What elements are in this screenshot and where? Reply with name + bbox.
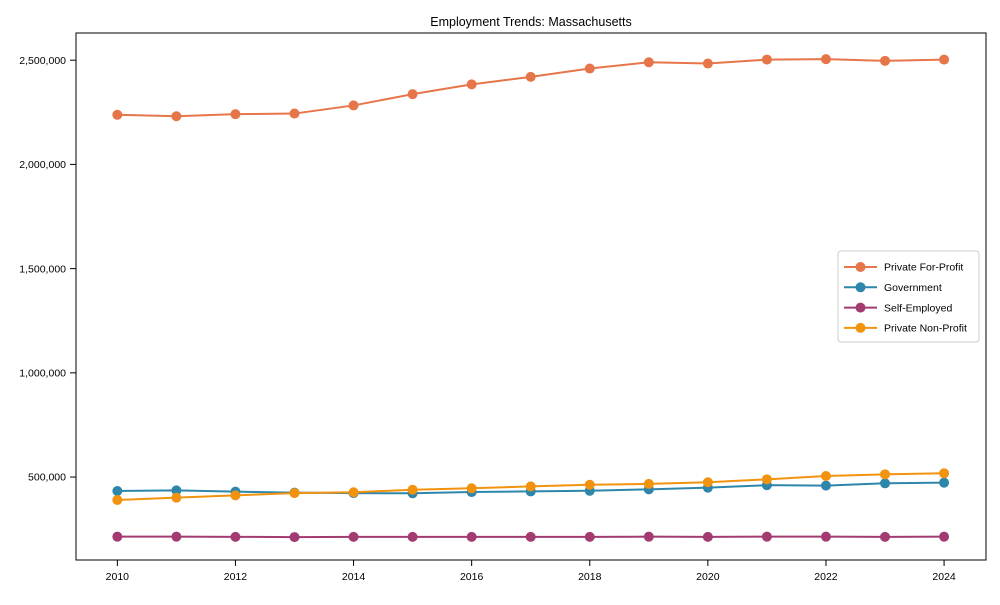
data-point-private-for-profit-2010: [112, 110, 122, 120]
chart-series-group: [112, 54, 949, 542]
series-private-for-profit: [112, 54, 949, 121]
data-point-self-employed-2024: [939, 532, 949, 542]
data-point-private-non-profit-2023: [880, 469, 890, 479]
data-point-private-for-profit-2020: [703, 59, 713, 69]
data-point-government-2010: [112, 486, 122, 496]
x-tick-label: 2018: [578, 571, 602, 583]
data-point-private-non-profit-2015: [408, 485, 418, 495]
x-axis: 2010 2012 2014 2016 2018 2020 2022 2024: [106, 560, 956, 583]
data-point-private-for-profit-2019: [644, 57, 654, 67]
x-tick-label: 2016: [460, 571, 484, 583]
data-point-private-non-profit-2024: [939, 468, 949, 478]
data-point-private-for-profit-2014: [349, 100, 359, 110]
y-axis: 500,000 1,000,000 1,500,000 2,000,000 2,500,…: [19, 55, 76, 484]
data-point-private-non-profit-2010: [112, 495, 122, 505]
y-tick-label: 2,000,000: [19, 159, 66, 171]
data-point-private-non-profit-2011: [171, 493, 181, 503]
data-point-private-for-profit-2013: [289, 109, 299, 119]
chart-title: Employment Trends: Massachusetts: [430, 15, 631, 29]
x-tick-label: 2012: [224, 571, 248, 583]
legend-marker-swatch: [856, 303, 866, 313]
x-tick-label: 2024: [932, 571, 956, 583]
data-point-self-employed-2012: [230, 532, 240, 542]
data-point-self-employed-2016: [467, 532, 477, 542]
legend: Private For-Profit Government Self-Employe…: [838, 251, 979, 342]
x-tick-label: 2020: [696, 571, 720, 583]
data-point-private-for-profit-2017: [526, 72, 536, 82]
data-point-self-employed-2013: [289, 532, 299, 542]
data-point-private-for-profit-2018: [585, 64, 595, 74]
y-tick-label: 1,500,000: [19, 263, 66, 275]
legend-marker-swatch: [856, 262, 866, 272]
data-point-self-employed-2014: [349, 532, 359, 542]
data-point-self-employed-2020: [703, 532, 713, 542]
data-point-government-2022: [821, 481, 831, 491]
y-tick-label: 1,000,000: [19, 368, 66, 380]
data-point-government-2024: [939, 478, 949, 488]
data-point-private-for-profit-2016: [467, 79, 477, 89]
legend-marker-swatch: [856, 282, 866, 292]
data-point-private-non-profit-2017: [526, 481, 536, 491]
y-tick-label: 500,000: [28, 472, 66, 484]
legend-marker-swatch: [856, 323, 866, 333]
data-point-private-non-profit-2012: [230, 490, 240, 500]
data-point-self-employed-2015: [408, 532, 418, 542]
y-tick-label: 2,500,000: [19, 55, 66, 67]
series-line-private-for-profit: [117, 59, 944, 116]
data-point-private-for-profit-2015: [408, 89, 418, 99]
data-point-private-for-profit-2011: [171, 111, 181, 121]
legend-label: Government: [884, 282, 942, 294]
data-point-private-for-profit-2024: [939, 55, 949, 65]
data-point-private-for-profit-2022: [821, 54, 831, 64]
x-tick-label: 2010: [106, 571, 130, 583]
x-tick-label: 2022: [814, 571, 838, 583]
data-point-private-non-profit-2021: [762, 474, 772, 484]
series-self-employed: [112, 532, 949, 542]
data-point-self-employed-2023: [880, 532, 890, 542]
data-point-private-non-profit-2022: [821, 471, 831, 481]
legend-label: Self-Employed: [884, 302, 952, 314]
data-point-private-non-profit-2016: [467, 483, 477, 493]
data-point-private-non-profit-2013: [289, 488, 299, 498]
data-point-private-for-profit-2021: [762, 55, 772, 65]
legend-item-self-employed: Self-Employed: [844, 302, 952, 314]
data-point-private-non-profit-2019: [644, 479, 654, 489]
data-point-private-for-profit-2012: [230, 109, 240, 119]
data-point-self-employed-2022: [821, 532, 831, 542]
data-point-private-non-profit-2018: [585, 480, 595, 490]
data-point-self-employed-2021: [762, 532, 772, 542]
data-point-self-employed-2017: [526, 532, 536, 542]
data-point-private-non-profit-2020: [703, 477, 713, 487]
data-point-private-non-profit-2014: [349, 487, 359, 497]
legend-label: Private For-Profit: [884, 262, 963, 274]
data-point-self-employed-2019: [644, 532, 654, 542]
data-point-self-employed-2010: [112, 532, 122, 542]
data-point-self-employed-2011: [171, 532, 181, 542]
data-point-government-2023: [880, 478, 890, 488]
data-point-private-for-profit-2023: [880, 56, 890, 66]
legend-label: Private Non-Profit: [884, 323, 967, 335]
x-tick-label: 2014: [342, 571, 366, 583]
data-point-self-employed-2018: [585, 532, 595, 542]
